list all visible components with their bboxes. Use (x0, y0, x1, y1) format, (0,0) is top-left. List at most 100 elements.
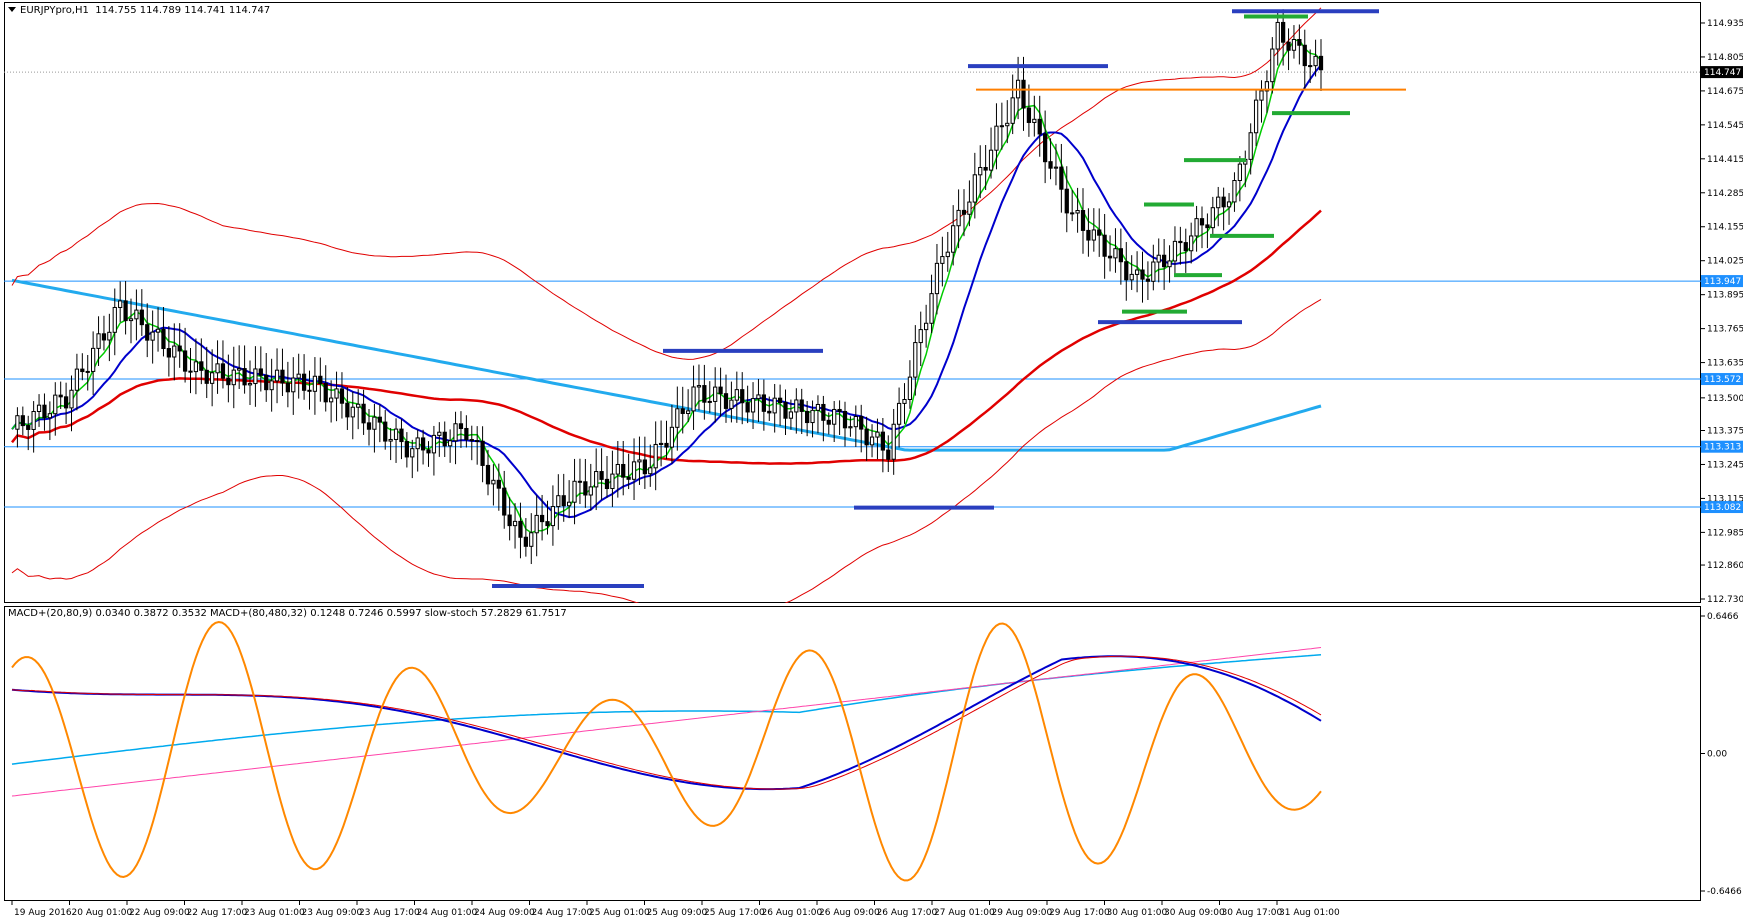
candle-body (815, 403, 821, 411)
candle-body (361, 403, 366, 424)
candle-body (204, 369, 209, 384)
chevron-down-icon[interactable] (8, 7, 16, 12)
candle-body (491, 479, 496, 485)
candle-body (664, 442, 669, 448)
candle-body (36, 404, 42, 412)
candle-body (1183, 242, 1188, 252)
candle-body (15, 415, 20, 430)
candle-body (199, 361, 204, 371)
candle-body (594, 471, 599, 488)
candle-body (285, 382, 290, 393)
candle-body (1026, 107, 1032, 123)
candle-body (1021, 79, 1026, 109)
candle-body (767, 410, 772, 414)
candle-body (1048, 161, 1053, 169)
candle-body (1075, 210, 1080, 214)
candle-body (1172, 240, 1178, 262)
candle-body (123, 300, 128, 322)
price-tick-label: 114.025 (1707, 257, 1743, 267)
candle-body (723, 393, 729, 409)
candle-body (1286, 41, 1291, 51)
candle-body (128, 318, 134, 322)
long-ma-line (11, 278, 1322, 452)
candle-body (988, 149, 994, 171)
signal-fast-line (11, 655, 1322, 790)
price-tick-label: 114.545 (1707, 121, 1743, 131)
candle-body (1010, 97, 1015, 124)
candle-body (1156, 254, 1161, 263)
candle-body (1151, 261, 1156, 282)
candle-body (967, 201, 972, 215)
candle-body (550, 506, 556, 527)
candle-body (929, 293, 934, 324)
candle-body (69, 389, 74, 409)
candle-body (545, 521, 550, 527)
candle-body (821, 403, 826, 421)
candle-body (247, 383, 253, 386)
candle-body (805, 410, 810, 424)
price-tick-label: 114.155 (1707, 223, 1743, 233)
candle-body (469, 439, 474, 442)
candle-body (529, 532, 534, 547)
candle-body (339, 388, 345, 404)
candle-body (291, 377, 296, 393)
candle-body (924, 322, 929, 331)
candle-body (1248, 132, 1253, 160)
candle-body (696, 385, 702, 388)
candle-body (1064, 188, 1069, 214)
candle-body (410, 448, 415, 458)
time-tick-label: 29 Aug 09:00 (992, 908, 1053, 918)
candle-body (1124, 261, 1129, 281)
candle-body (626, 476, 631, 480)
candle-body (91, 347, 96, 372)
candle-body (567, 501, 572, 507)
candle-body (610, 473, 615, 490)
candle-body (237, 368, 242, 371)
ohlc-values: 114.755 114.789 114.741 114.747 (95, 5, 271, 16)
candle-body (393, 428, 399, 440)
price-chart-canvas (4, 7, 1701, 603)
candle-body (1259, 90, 1264, 101)
osc-tick-label: 0.6466 (1707, 612, 1739, 622)
price-level-tag-label: 114.747 (1704, 68, 1741, 78)
indicator-scale[interactable]: 0.6466 0.00 -0.6466 (1701, 606, 1743, 901)
candle-body (1129, 273, 1134, 281)
time-tick-label: 25 Aug 09:00 (647, 908, 708, 918)
candle-body (577, 480, 583, 483)
candle-body (853, 416, 858, 428)
candle-body (772, 397, 777, 414)
price-chart-pane[interactable] (4, 2, 1701, 603)
candle-body (485, 464, 491, 485)
candle-body (1313, 55, 1318, 67)
candle-body (145, 324, 150, 341)
candle-body (642, 459, 647, 475)
signal-slow-line (11, 647, 1322, 797)
candle-body (956, 209, 961, 227)
time-tick-label: 23 Aug 09:00 (302, 908, 363, 918)
candle-body (399, 428, 404, 443)
candle-body (994, 125, 999, 151)
candle-body (1221, 196, 1226, 208)
candle-body (512, 520, 518, 527)
indicator-pane[interactable] (4, 606, 1701, 901)
candle-body (1270, 48, 1275, 83)
candle-body (1134, 269, 1140, 275)
candle-body (1178, 240, 1183, 244)
candle-body (301, 373, 307, 391)
candle-body (1210, 207, 1215, 229)
candle-body (107, 331, 112, 341)
time-tick-label: 30 Aug 01:00 (1107, 908, 1168, 918)
candle-body (215, 363, 220, 374)
candle-body (1291, 38, 1297, 51)
candle-body (875, 431, 880, 438)
candle-body (366, 422, 372, 430)
candle-body (26, 425, 31, 430)
price-scale[interactable]: 114.935 114.805 114.675 114.545 114.415 114.2… (1701, 2, 1743, 603)
candle-body (139, 309, 144, 326)
candle-body (637, 459, 642, 463)
time-tick-label: 24 Aug 09:00 (474, 908, 535, 918)
candle-body (334, 388, 339, 399)
candle-body (182, 350, 188, 372)
candle-body (350, 406, 355, 418)
